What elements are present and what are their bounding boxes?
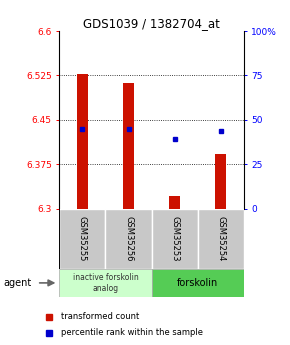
Text: transformed count: transformed count bbox=[61, 312, 139, 321]
Text: GSM35256: GSM35256 bbox=[124, 216, 133, 262]
Bar bbox=[151, 269, 244, 297]
Bar bbox=[169, 196, 180, 209]
Text: agent: agent bbox=[3, 278, 31, 288]
Bar bbox=[106, 209, 151, 269]
Bar bbox=[77, 74, 88, 209]
Bar bbox=[59, 209, 106, 269]
Text: percentile rank within the sample: percentile rank within the sample bbox=[61, 328, 203, 337]
Bar bbox=[215, 154, 226, 209]
Text: GSM35255: GSM35255 bbox=[78, 216, 87, 262]
Text: forskolin: forskolin bbox=[177, 278, 218, 288]
Text: GSM35253: GSM35253 bbox=[170, 216, 179, 262]
Text: inactive forskolin
analog: inactive forskolin analog bbox=[72, 273, 138, 293]
Bar bbox=[151, 209, 197, 269]
Bar bbox=[197, 209, 244, 269]
Bar bbox=[123, 83, 134, 209]
Title: GDS1039 / 1382704_at: GDS1039 / 1382704_at bbox=[83, 17, 220, 30]
Text: GSM35254: GSM35254 bbox=[216, 216, 225, 262]
Bar bbox=[59, 269, 151, 297]
